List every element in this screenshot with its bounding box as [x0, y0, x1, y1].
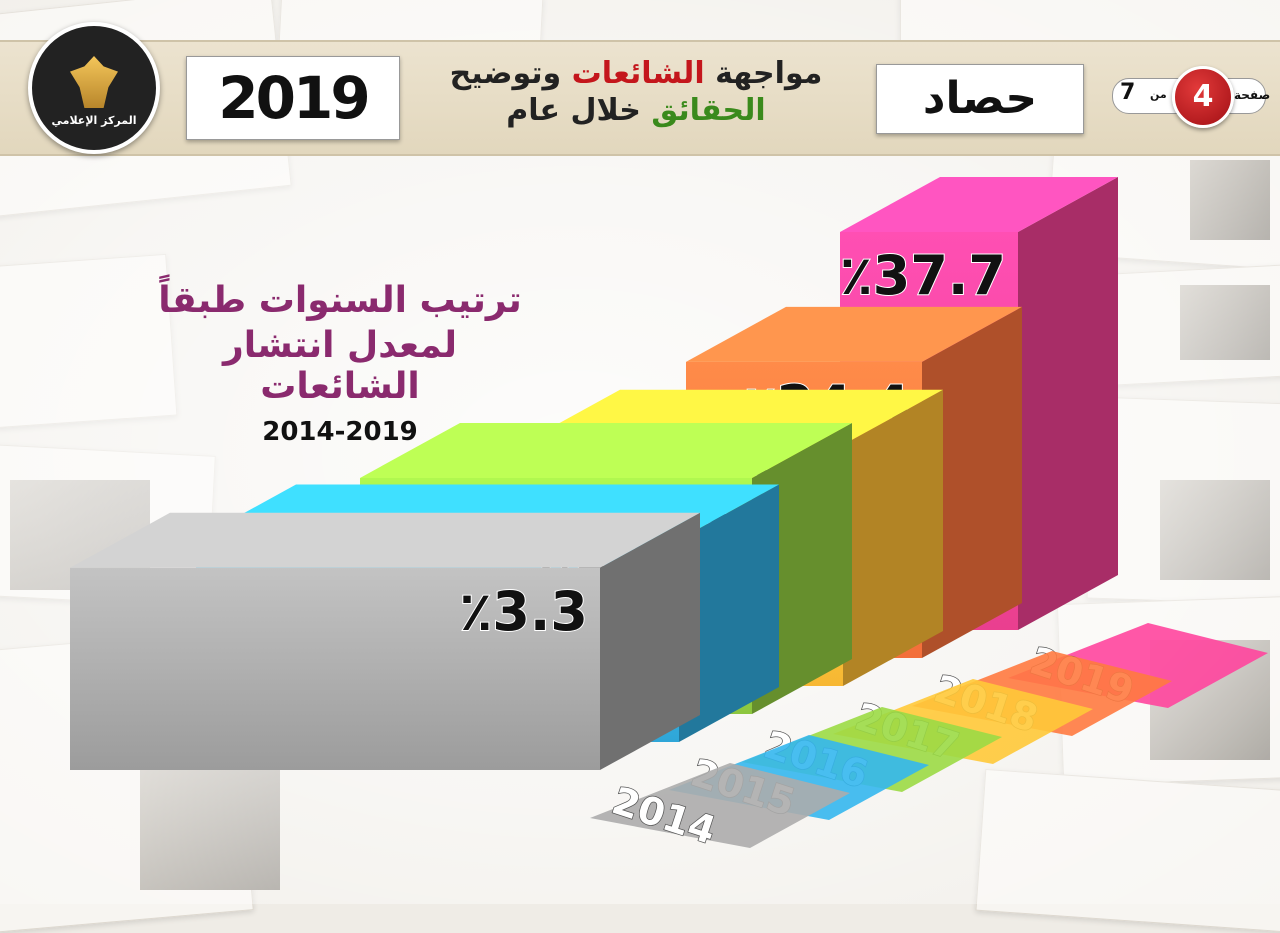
- year-badge: 2019: [186, 56, 400, 140]
- bar-top-2014: [70, 512, 700, 568]
- page-total: 7: [1120, 80, 1136, 105]
- bar-side-2019: [1018, 177, 1118, 630]
- title-suffix: وتوضيح: [449, 56, 562, 91]
- value-label-2014: ٪3.3: [459, 580, 588, 643]
- title-highlight-rumors: الشائعات: [571, 56, 705, 91]
- page-current: 4: [1172, 66, 1234, 128]
- logo-text: المركز الإعلامي: [51, 114, 137, 127]
- bar-front-2014: [70, 567, 600, 770]
- media-center-logo: المركز الإعلامي: [28, 22, 160, 154]
- bar-side-2017: [843, 389, 943, 686]
- page-word-label: صفحة: [1234, 88, 1271, 102]
- bar-top-2018: [686, 306, 1022, 362]
- bar-side-2018: [922, 306, 1022, 658]
- header-title: مواجهة الشائعات وتوضيح الحقائق خلال عام: [398, 46, 874, 146]
- title-prefix: مواجهة: [715, 56, 823, 91]
- bar-top-2019: [840, 177, 1118, 232]
- staircase-bar-chart: ٪37.72019٪24.42018٪15.92017٪12.52016٪6.2…: [70, 177, 1268, 854]
- subtitle-line1: ترتيب السنوات طبقاً: [158, 280, 522, 321]
- subtitle-line2: لمعدل انتشار الشائعات: [223, 325, 457, 407]
- bar-top-2016: [360, 422, 852, 478]
- subtitle-years: 2014-2019: [262, 417, 418, 447]
- page-of-label: من: [1150, 88, 1167, 101]
- chart-subtitle: ترتيب السنوات طبقاً لمعدل انتشار الشائعا…: [150, 280, 530, 447]
- title-line2-suffix: خلال عام: [506, 93, 641, 128]
- value-label-2019: ٪37.7: [840, 244, 1006, 307]
- title-highlight-facts: الحقائق: [651, 93, 766, 128]
- bar-side-2015: [679, 484, 779, 742]
- bar-side-2014: [600, 512, 700, 770]
- year-tile-2014: [590, 763, 850, 848]
- series-label: حصاد: [876, 64, 1084, 134]
